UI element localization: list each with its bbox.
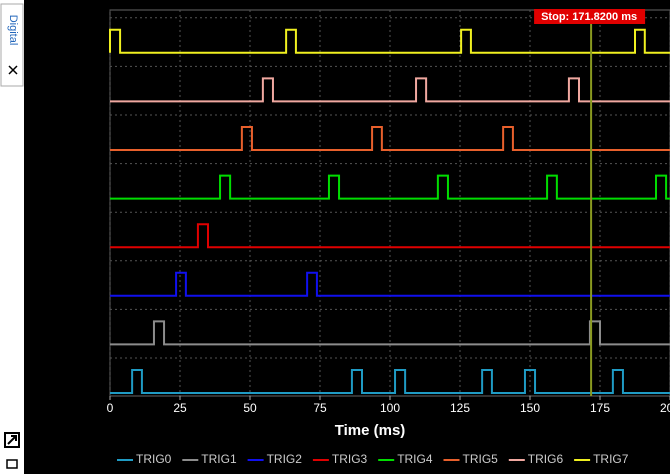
x-tick-label: 175 bbox=[590, 401, 610, 415]
x-axis-label: Time (ms) bbox=[335, 422, 406, 439]
plot-area bbox=[109, 9, 670, 397]
trace bbox=[110, 174, 670, 200]
minimize-icon[interactable] bbox=[6, 459, 18, 469]
digital-tab[interactable] bbox=[0, 3, 24, 87]
legend-label: TRIG0 bbox=[136, 452, 172, 466]
legend-label: TRIG4 bbox=[397, 452, 433, 466]
trace bbox=[110, 223, 670, 249]
x-tick-label: 200 bbox=[660, 401, 670, 415]
expand-arrow bbox=[7, 435, 17, 445]
legend-label: TRIG2 bbox=[267, 452, 303, 466]
x-tick-label: 25 bbox=[173, 401, 187, 415]
close-icon[interactable] bbox=[8, 65, 18, 75]
legend-label: TRIG3 bbox=[332, 452, 368, 466]
trace bbox=[110, 369, 670, 394]
x-tick-label: 125 bbox=[450, 401, 470, 415]
trace bbox=[110, 271, 670, 297]
x-tick-label: 0 bbox=[107, 401, 114, 415]
trace bbox=[110, 320, 670, 346]
trace bbox=[110, 126, 670, 151]
x-tick-label: 50 bbox=[243, 401, 257, 415]
tab-label: Digital bbox=[7, 15, 19, 46]
legend-label: TRIG5 bbox=[463, 452, 499, 466]
trace bbox=[110, 77, 670, 103]
x-tick-label: 150 bbox=[520, 401, 540, 415]
trace bbox=[109, 28, 670, 54]
x-tick-label: 75 bbox=[313, 401, 327, 415]
legend-label: TRIG1 bbox=[201, 452, 237, 466]
marker-label: Stop: 171.8200 ms bbox=[541, 11, 637, 23]
legend-label: TRIG7 bbox=[593, 452, 629, 466]
legend-label: TRIG6 bbox=[528, 452, 564, 466]
marker-label-bg bbox=[534, 9, 646, 24]
x-tick-label: 100 bbox=[380, 401, 400, 415]
